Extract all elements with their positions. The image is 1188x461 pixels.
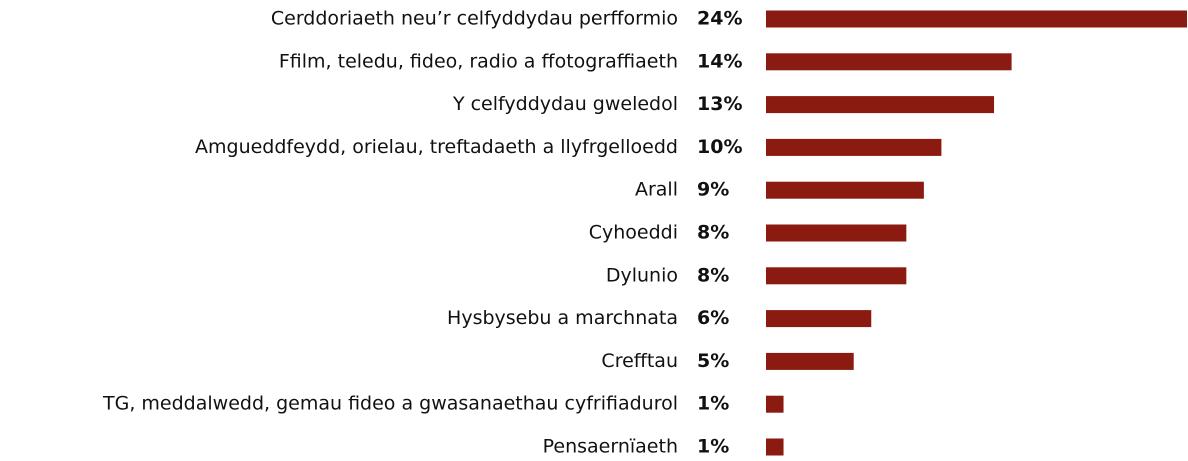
bar [766,96,995,114]
category-label: Dylunio [606,264,678,286]
value-label: 5% [697,350,729,372]
bar [766,395,784,413]
category-label: Cyhoeddi [589,222,678,244]
category-label: Hysbysebu a marchnata [447,307,678,329]
value-label: 10% [697,136,742,158]
bar [766,138,942,156]
bar [766,181,924,199]
category-label: TG, meddalwedd, gemau fideo a gwasanaeth… [102,393,678,415]
bar [766,352,854,370]
bar [766,438,784,456]
bar [766,310,872,328]
category-label: Y celfyddydau gweledol [452,93,678,115]
category-label: Ffilm, teledu, fideo, radio a ffotograff… [279,50,678,72]
bar [766,53,1012,71]
value-label: 6% [697,307,729,329]
category-label: Arall [635,179,678,201]
value-label: 14% [697,50,742,72]
category-label: Crefftau [601,350,678,372]
value-label: 1% [697,393,729,415]
value-label: 9% [697,179,729,201]
bar [766,267,907,285]
value-label: 13% [697,93,742,115]
value-label: 8% [697,264,729,286]
value-label: 24% [697,8,742,30]
value-label: 8% [697,222,729,244]
value-label: 1% [697,436,729,458]
bar [766,224,907,242]
category-label: Pensaernïaeth [543,436,678,458]
category-label: Amgueddfeydd, orielau, treftadaeth a lly… [195,136,678,158]
category-label: Cerddoriaeth neu’r celfyddydau perfformi… [271,8,678,30]
bar [766,10,1187,28]
